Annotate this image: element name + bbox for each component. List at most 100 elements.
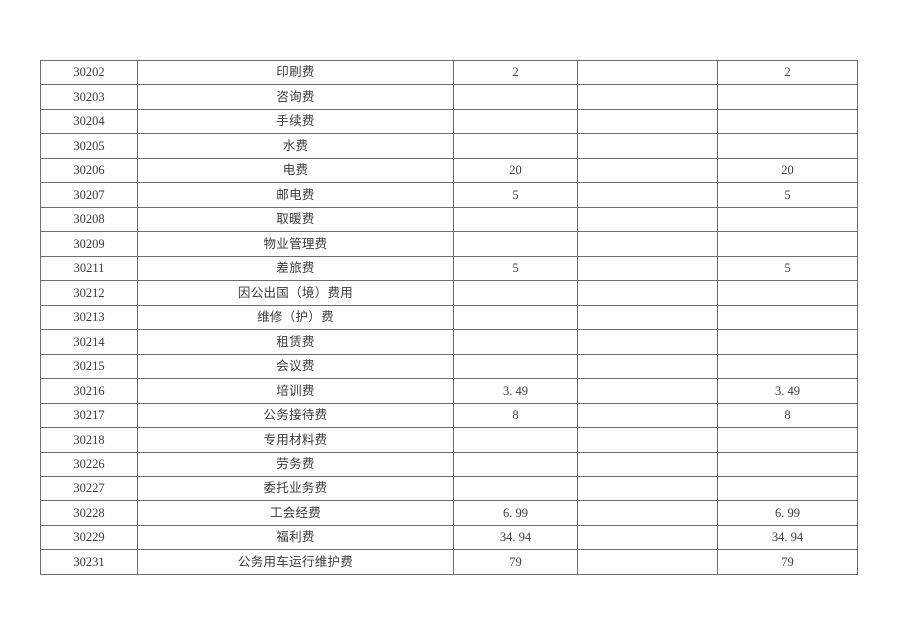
cell-code: 30202 — [40, 59, 138, 86]
cell-amount2 — [717, 231, 858, 257]
cell-code: 30213 — [40, 304, 138, 331]
table-row: 30227 委托业务费 — [40, 475, 858, 502]
cell-amount2: 6. 99 — [717, 500, 858, 526]
cell-blank — [577, 304, 718, 331]
cell-code: 30207 — [40, 182, 138, 208]
cell-name: 水费 — [137, 133, 454, 159]
table-row: 30206 电费 20 20 — [40, 157, 858, 184]
table-row: 30203 咨询费 — [40, 84, 858, 110]
cell-name: 公务用车运行维护费 — [137, 549, 454, 575]
cell-amount1: 3. 49 — [453, 378, 578, 404]
cell-code: 30203 — [40, 84, 138, 110]
table-row: 30213 维修（护）费 — [40, 304, 858, 331]
cell-amount1 — [453, 475, 578, 502]
cell-blank — [577, 378, 718, 404]
cell-blank — [577, 280, 718, 306]
cell-amount1: 8 — [453, 402, 578, 429]
cell-name: 会议费 — [137, 353, 454, 380]
table-row: 30216 培训费 3. 49 3. 49 — [40, 378, 858, 404]
cell-amount2 — [717, 206, 858, 233]
table-row: 30217 公务接待费 8 8 — [40, 402, 858, 429]
cell-name: 劳务费 — [137, 451, 454, 477]
cell-amount2 — [717, 304, 858, 331]
cell-amount1: 34. 94 — [453, 524, 578, 551]
table-row: 30208 取暖费 — [40, 206, 858, 233]
cell-amount1: 6. 99 — [453, 500, 578, 526]
cell-code: 30216 — [40, 378, 138, 404]
cell-code: 30214 — [40, 329, 138, 355]
cell-amount2: 79 — [717, 549, 858, 575]
cell-code: 30215 — [40, 353, 138, 380]
cell-amount2 — [717, 108, 858, 135]
cell-blank — [577, 427, 718, 453]
cell-name: 专用材料费 — [137, 427, 454, 453]
cell-amount1 — [453, 84, 578, 110]
cell-amount2 — [717, 353, 858, 380]
cell-amount1 — [453, 451, 578, 477]
table-row: 30214 租赁费 — [40, 329, 858, 355]
cell-amount2 — [717, 451, 858, 477]
cell-amount1: 20 — [453, 157, 578, 184]
cell-amount1 — [453, 231, 578, 257]
table-row: 30209 物业管理费 — [40, 231, 858, 257]
cell-amount1: 2 — [453, 59, 578, 86]
cell-code: 30205 — [40, 133, 138, 159]
table-row: 30207 邮电费 5 5 — [40, 182, 858, 208]
cell-code: 30211 — [40, 255, 138, 282]
cell-amount2: 20 — [717, 157, 858, 184]
table-row: 30226 劳务费 — [40, 451, 858, 477]
cell-amount1 — [453, 353, 578, 380]
table-row: 30231 公务用车运行维护费 79 79 — [40, 549, 858, 575]
table-row: 30205 水费 — [40, 133, 858, 159]
cell-amount2 — [717, 329, 858, 355]
cell-name: 印刷费 — [137, 59, 454, 86]
cell-amount2: 34. 94 — [717, 524, 858, 551]
cell-name: 电费 — [137, 157, 454, 184]
cell-name: 委托业务费 — [137, 475, 454, 502]
cell-amount2 — [717, 133, 858, 159]
cell-amount2: 8 — [717, 402, 858, 429]
table-row: 30215 会议费 — [40, 353, 858, 380]
cell-blank — [577, 353, 718, 380]
table-body: 30202 印刷费 2 2 30203 咨询费 30204 手续费 30205 水费 30206 电费… — [40, 59, 858, 575]
cell-amount2: 3. 49 — [717, 378, 858, 404]
cell-blank — [577, 329, 718, 355]
cell-code: 30229 — [40, 524, 138, 551]
table-row: 30211 差旅费 5 5 — [40, 255, 858, 282]
cell-amount2 — [717, 84, 858, 110]
cell-code: 30209 — [40, 231, 138, 257]
cell-code: 30227 — [40, 475, 138, 502]
cell-code: 30208 — [40, 206, 138, 233]
cell-name: 培训费 — [137, 378, 454, 404]
table-row: 30228 工会经费 6. 99 6. 99 — [40, 500, 858, 526]
cell-amount1 — [453, 304, 578, 331]
cell-code: 30206 — [40, 157, 138, 184]
budget-detail-table: 30202 印刷费 2 2 30203 咨询费 30204 手续费 30205 水费 30206 电费… — [40, 59, 858, 575]
cell-amount1 — [453, 427, 578, 453]
cell-amount1 — [453, 108, 578, 135]
cell-blank — [577, 182, 718, 208]
cell-blank — [577, 255, 718, 282]
table-row: 30229 福利费 34. 94 34. 94 — [40, 524, 858, 551]
table-row: 30204 手续费 — [40, 108, 858, 135]
cell-amount2 — [717, 427, 858, 453]
cell-code: 30231 — [40, 549, 138, 575]
cell-name: 公务接待费 — [137, 402, 454, 429]
cell-code: 30212 — [40, 280, 138, 306]
cell-blank — [577, 59, 718, 86]
cell-name: 工会经费 — [137, 500, 454, 526]
table-row: 30212 因公出国（境）费用 — [40, 280, 858, 306]
cell-blank — [577, 524, 718, 551]
cell-blank — [577, 84, 718, 110]
table-row: 30218 专用材料费 — [40, 427, 858, 453]
table-row: 30202 印刷费 2 2 — [40, 59, 858, 86]
cell-amount2 — [717, 280, 858, 306]
cell-blank — [577, 157, 718, 184]
cell-name: 咨询费 — [137, 84, 454, 110]
cell-name: 租赁费 — [137, 329, 454, 355]
cell-blank — [577, 108, 718, 135]
cell-name: 差旅费 — [137, 255, 454, 282]
cell-amount1 — [453, 206, 578, 233]
cell-amount2: 5 — [717, 255, 858, 282]
